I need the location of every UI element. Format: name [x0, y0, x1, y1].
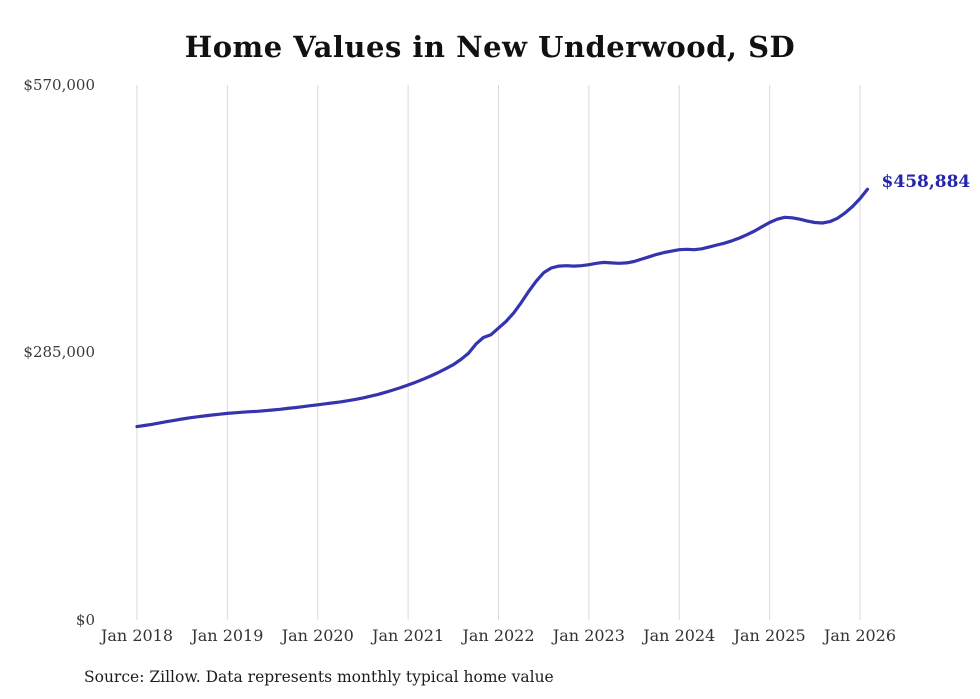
x-axis-label: Jan 2018	[100, 626, 174, 645]
x-axis-label: Jan 2025	[733, 626, 806, 645]
x-axis-label: Jan 2021	[372, 626, 445, 645]
y-axis-label-285000: $285,000	[23, 343, 95, 361]
x-axis-label: Jan 2023	[552, 626, 625, 645]
chart-title: Home Values in New Underwood, SD	[184, 30, 796, 64]
y-axis-label-570000: $570,000	[23, 76, 95, 94]
latest-value-label: $458,884	[881, 172, 971, 193]
source-note: Source: Zillow. Data represents monthly …	[84, 668, 554, 686]
x-axis-label: Jan 2024	[643, 626, 716, 645]
x-axis-label: Jan 2019	[191, 626, 264, 645]
x-axis-label: Jan 2020	[281, 626, 354, 645]
x-axis-label: Jan 2022	[462, 626, 535, 645]
home-value-line	[135, 187, 870, 429]
y-axis-label-0: $0	[75, 611, 95, 629]
x-axis-label: Jan 2026	[823, 626, 897, 645]
